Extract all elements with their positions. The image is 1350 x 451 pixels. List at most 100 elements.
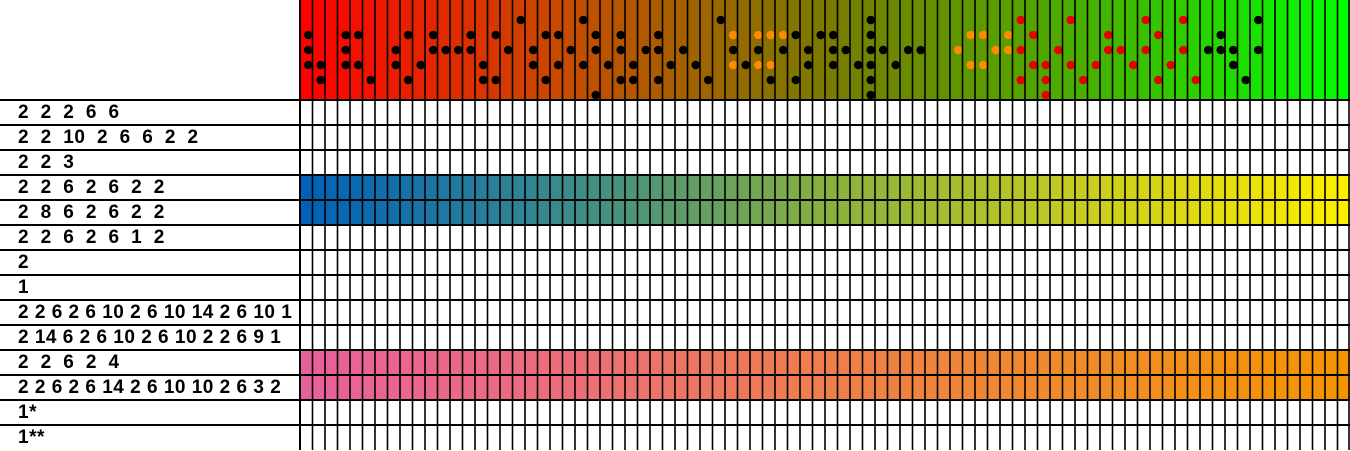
black-dot	[428, 30, 438, 40]
black-dot	[616, 30, 626, 40]
black-dot	[653, 45, 663, 55]
red-dot	[1041, 90, 1051, 100]
black-dot	[653, 30, 663, 40]
row-label: 2 14 6 2 6 10 2 6 10 2 2 6 9 1	[18, 327, 282, 348]
orange-dot	[1003, 45, 1013, 55]
black-dot	[1253, 15, 1263, 25]
black-dot	[678, 45, 688, 55]
black-dot	[791, 30, 801, 40]
black-dot	[591, 90, 601, 100]
black-dot	[491, 30, 501, 40]
black-dot	[341, 60, 351, 70]
red-dot	[1116, 45, 1126, 55]
black-dot	[616, 75, 626, 85]
red-dot	[1153, 30, 1163, 40]
black-dot	[341, 45, 351, 55]
black-dot	[766, 75, 776, 85]
black-dot	[903, 45, 913, 55]
black-dot	[416, 60, 426, 70]
red-dot	[1028, 30, 1038, 40]
black-dot	[803, 45, 813, 55]
orange-dot	[1003, 30, 1013, 40]
black-dot	[591, 30, 601, 40]
black-dot	[316, 75, 326, 85]
red-dot	[1053, 45, 1063, 55]
red-dot	[1041, 60, 1051, 70]
red-dot	[1103, 45, 1113, 55]
orange-dot	[953, 45, 963, 55]
row-label: 2	[18, 252, 30, 273]
black-dot	[866, 45, 876, 55]
black-dot	[366, 75, 376, 85]
red-dot	[1016, 45, 1026, 55]
black-dot	[1203, 45, 1213, 55]
black-dot	[803, 60, 813, 70]
orange-dot	[766, 60, 776, 70]
orange-dot	[753, 30, 763, 40]
black-dot	[466, 45, 476, 55]
black-dot	[578, 60, 588, 70]
row-label: 1**	[18, 427, 45, 448]
black-dot	[666, 60, 676, 70]
row-label: 1*	[18, 402, 37, 423]
black-dot	[403, 75, 413, 85]
black-dot	[603, 60, 613, 70]
black-dot	[391, 60, 401, 70]
black-dot	[916, 45, 926, 55]
black-dot	[303, 30, 313, 40]
black-dot	[303, 60, 313, 70]
black-dot	[541, 30, 551, 40]
black-dot	[753, 45, 763, 55]
red-dot	[1128, 60, 1138, 70]
red-dot	[1066, 15, 1076, 25]
header-dots	[303, 15, 1263, 100]
black-dot	[853, 60, 863, 70]
black-dot	[503, 45, 513, 55]
row-label: 2 2 6 2 6 10 2 6 10 14 2 6 10 1	[18, 302, 293, 323]
black-dot	[866, 60, 876, 70]
black-dot	[691, 60, 701, 70]
orange-dot	[728, 30, 738, 40]
red-dot	[1178, 45, 1188, 55]
row-label: 2 8 6 2 6 2 2	[18, 202, 165, 223]
black-dot	[303, 45, 313, 55]
black-dot	[866, 30, 876, 40]
black-dot	[778, 45, 788, 55]
red-dot	[1178, 15, 1188, 25]
black-dot	[828, 60, 838, 70]
row-lines	[0, 99, 1350, 426]
black-dot	[403, 30, 413, 40]
orange-dot	[978, 30, 988, 40]
black-dot	[866, 15, 876, 25]
black-dot	[878, 45, 888, 55]
red-dot	[1066, 60, 1076, 70]
red-dot	[1103, 30, 1113, 40]
red-dot	[1016, 15, 1026, 25]
black-dot	[316, 60, 326, 70]
orange-dot	[778, 30, 788, 40]
black-dot	[478, 75, 488, 85]
black-dot	[391, 45, 401, 55]
black-dot	[341, 30, 351, 40]
orange-dot	[766, 30, 776, 40]
black-dot	[528, 45, 538, 55]
black-dot	[841, 45, 851, 55]
black-dot	[1216, 30, 1226, 40]
black-dot	[516, 15, 526, 25]
black-dot	[641, 45, 651, 55]
black-dot	[453, 45, 463, 55]
red-dot	[1141, 45, 1151, 55]
black-dot	[428, 45, 438, 55]
row-label: 2 2 6 2 6 14 2 6 10 10 2 6 3 2	[18, 377, 282, 398]
black-dot	[553, 60, 563, 70]
black-dot	[1228, 60, 1238, 70]
black-dot	[628, 75, 638, 85]
black-dot	[578, 15, 588, 25]
red-dot	[1028, 60, 1038, 70]
red-dot	[1091, 60, 1101, 70]
row-label: 2 2 6 2 4	[18, 352, 120, 373]
black-dot	[441, 45, 451, 55]
black-dot	[353, 60, 363, 70]
red-dot	[1016, 75, 1026, 85]
black-dot	[1241, 75, 1251, 85]
